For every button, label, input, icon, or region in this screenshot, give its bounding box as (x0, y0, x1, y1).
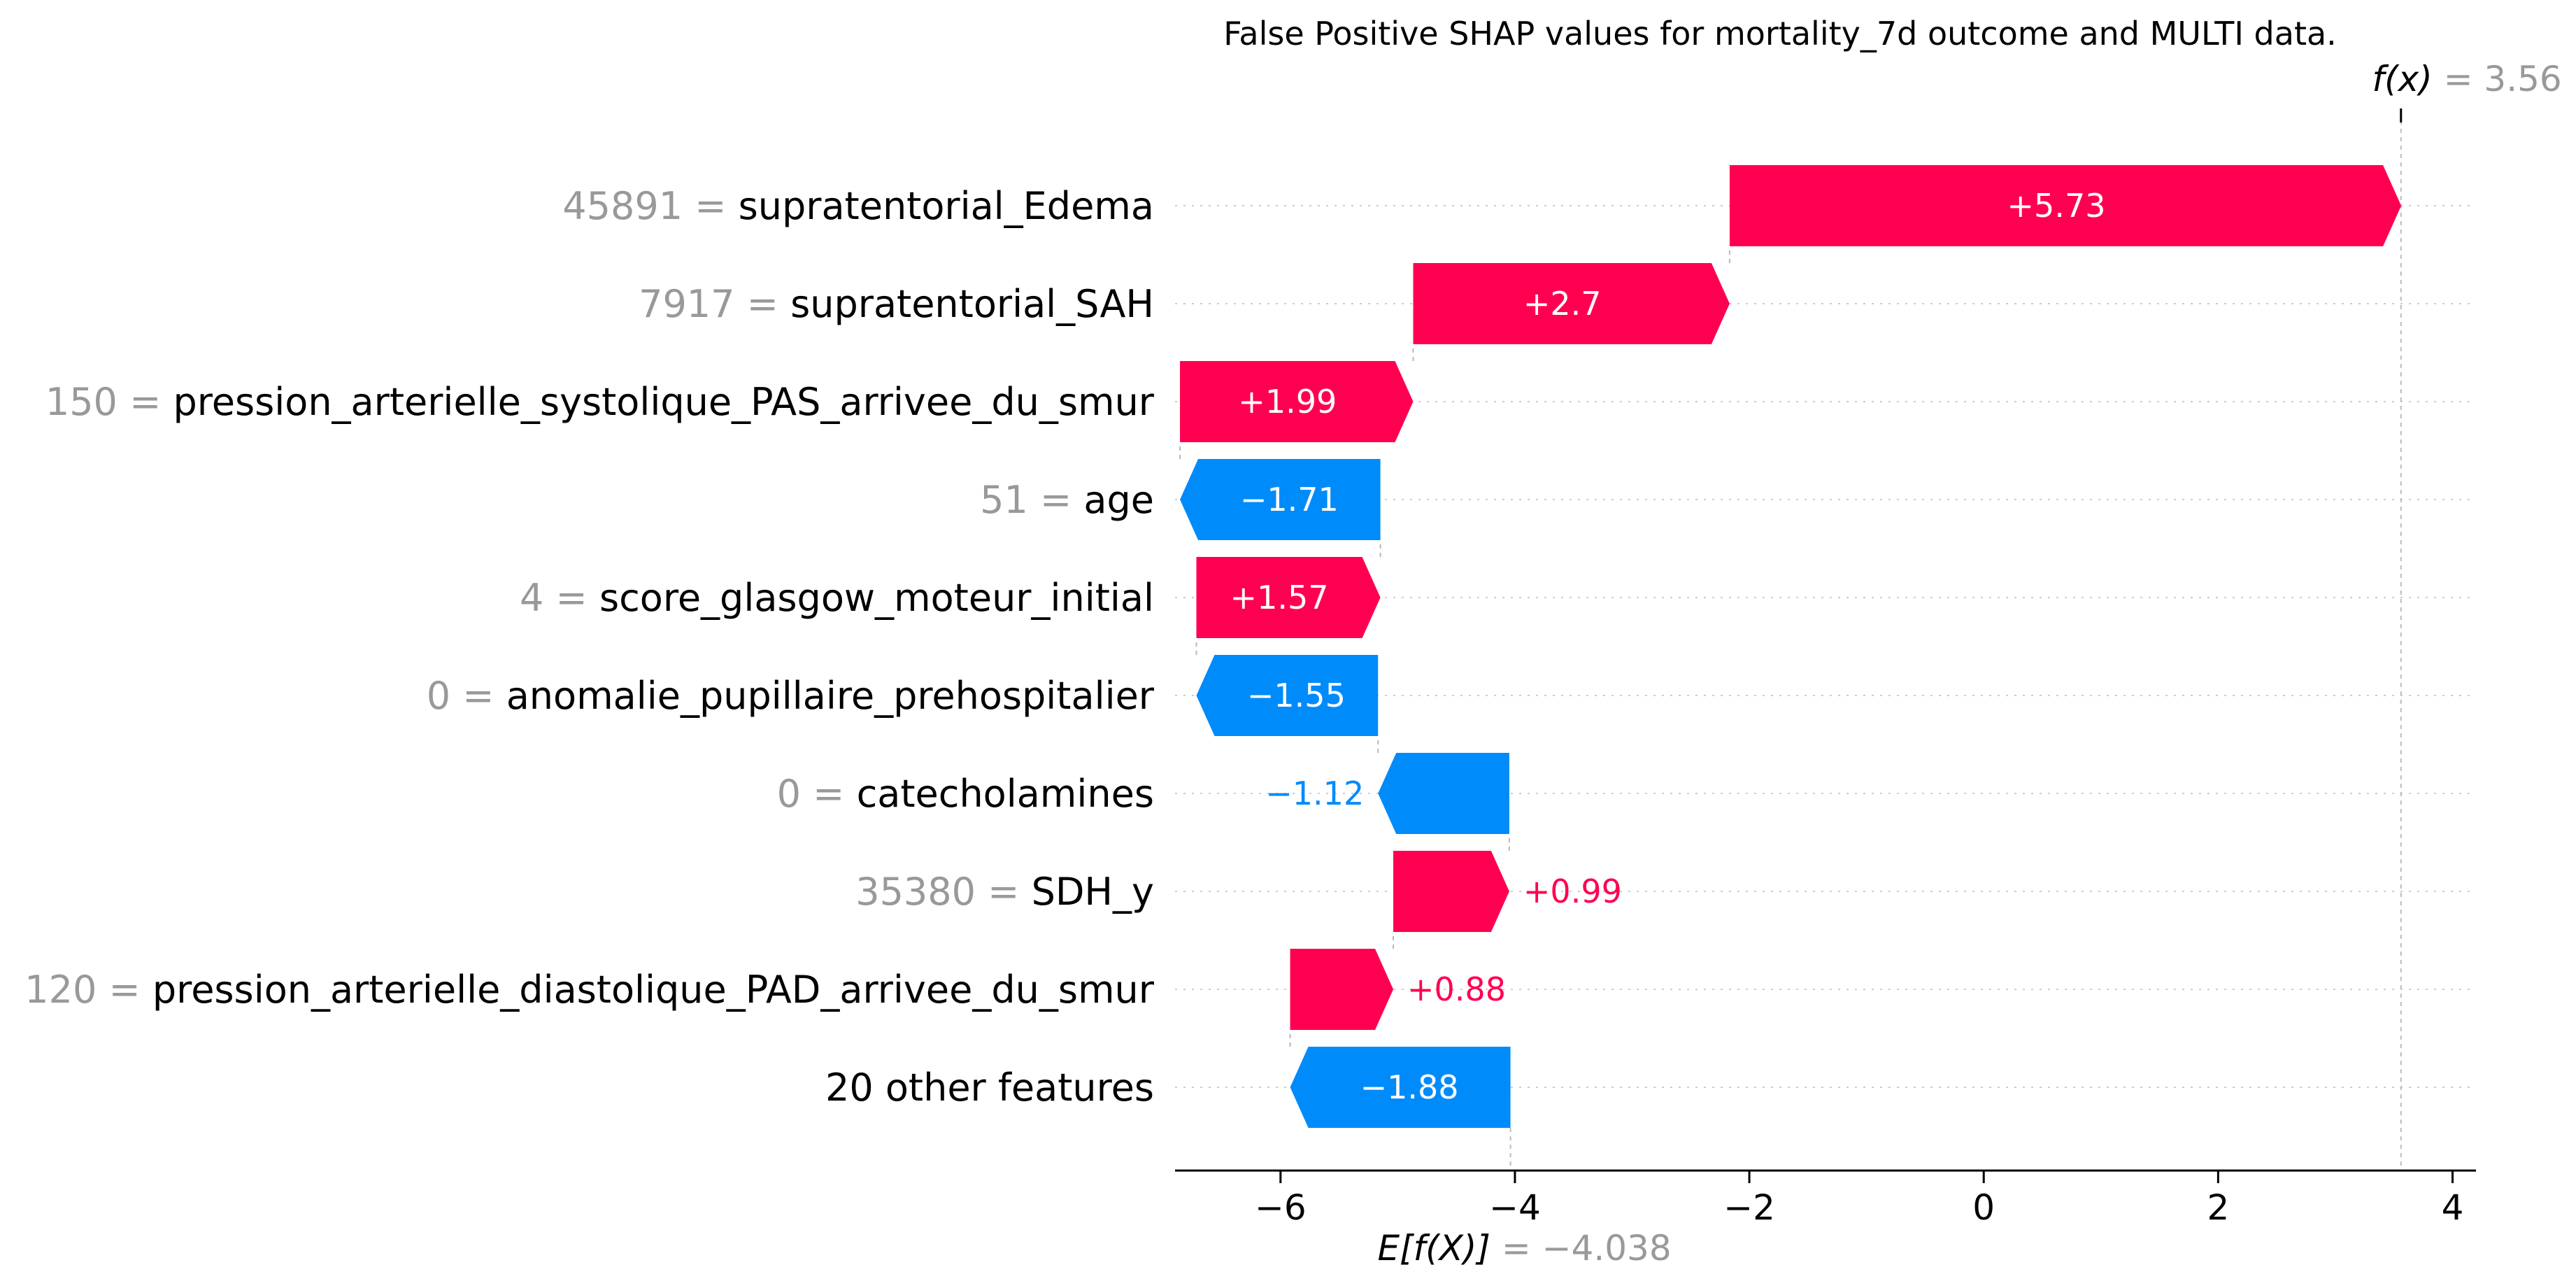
feature-value: 0 = (427, 674, 506, 718)
shap-bar-10 (1290, 1047, 1511, 1128)
shap-bar-7 (1378, 753, 1509, 834)
shap-bar-2 (1413, 263, 1730, 344)
shap-bar-6 (1196, 655, 1379, 736)
feature-value: 35380 = (855, 870, 1031, 914)
bar-value-label: −1.12 (1265, 775, 1364, 812)
x-tick-label: 4 (2442, 1187, 2464, 1228)
feature-value: 45891 = (562, 184, 738, 228)
bar-value-label: −1.55 (1247, 677, 1346, 714)
feature-label: 0 = anomalie_pupillaire_prehospitalier (427, 674, 1155, 718)
feature-name: anomalie_pupillaire_prehospitalier (506, 674, 1155, 718)
bar-value-label: +1.57 (1230, 579, 1329, 616)
feature-name: catecholamines (857, 772, 1154, 816)
shap-bar-5 (1196, 557, 1381, 638)
feature-name: 20 other features (825, 1066, 1154, 1110)
feature-name: pression_arterielle_diastolique_PAD_arri… (152, 968, 1155, 1012)
x-tick-label: 0 (1972, 1187, 1995, 1228)
guide-layer (1179, 108, 2403, 1171)
feature-value: 7917 = (639, 282, 790, 326)
chart-title: False Positive SHAP values for mortality… (1223, 15, 2337, 52)
feature-label: 51 = age (980, 478, 1154, 522)
feature-name: pression_arterielle_systolique_PAS_arriv… (173, 380, 1155, 424)
feature-label: 45891 = supratentorial_Edema (562, 184, 1154, 228)
shap-bar-3 (1180, 361, 1414, 442)
feature-value: 0 = (777, 772, 857, 816)
x-axis: −6 −4 −2 0 2 4 (1175, 1169, 2476, 1228)
feature-name: SDH_y (1032, 870, 1154, 914)
output-value-number: = 3.56 (2433, 59, 2562, 99)
feature-label: 35380 = SDH_y (855, 870, 1154, 914)
feature-label: 4 = score_glasgow_moteur_initial (520, 576, 1154, 620)
x-tick-label: −2 (1723, 1187, 1775, 1228)
feature-value: 51 = (980, 478, 1083, 522)
bar-value-label: +0.99 (1523, 872, 1622, 910)
x-tick-label: 2 (2207, 1187, 2229, 1228)
bar-value-label: +5.73 (2007, 187, 2106, 225)
shap-bar-1 (1729, 165, 2402, 246)
value-annotations: +5.73 +2.7 +1.99 −1.71 +1.57 −1.55 −1.12 +0.99 +… (1230, 59, 2562, 1269)
feature-value: 120 = (24, 968, 152, 1012)
bar-value-label: +1.99 (1238, 383, 1337, 421)
output-value-label: f(x) = 3.56 (2372, 59, 2562, 99)
feature-label: 20 other features (825, 1066, 1154, 1110)
bar-value-label: +2.7 (1523, 285, 1602, 323)
feature-label: 0 = catecholamines (777, 772, 1154, 816)
feature-labels: 45891 = supratentorial_Edema 7917 = supra… (24, 184, 1155, 1110)
feature-name: age (1083, 478, 1154, 522)
base-value-label: E[f(X)] = −4.038 (1377, 1228, 1671, 1269)
base-value-number: = −4.038 (1490, 1228, 1672, 1269)
feature-name: score_glasgow_moteur_initial (599, 576, 1154, 620)
shap-bar-9 (1290, 949, 1394, 1030)
feature-value: 150 = (45, 380, 173, 424)
feature-label: 7917 = supratentorial_SAH (639, 282, 1154, 326)
feature-label: 150 = pression_arterielle_systolique_PAS… (45, 380, 1155, 424)
feature-name: supratentorial_SAH (790, 282, 1154, 326)
shap-bar-8 (1393, 851, 1509, 932)
bar-value-label: −1.88 (1360, 1068, 1459, 1106)
bar-value-label: +0.88 (1407, 970, 1506, 1008)
feature-label: 120 = pression_arterielle_diastolique_PA… (24, 968, 1155, 1012)
x-tick-label: −4 (1489, 1187, 1541, 1228)
output-value-math: f(x) (2372, 59, 2433, 99)
bar-value-label: −1.71 (1240, 481, 1339, 518)
x-tick-label: −6 (1255, 1187, 1307, 1228)
feature-value: 4 = (520, 576, 599, 620)
feature-name: supratentorial_Edema (739, 184, 1154, 228)
shap-bar-4 (1180, 459, 1381, 540)
base-value-math: E[f(X)] (1377, 1228, 1490, 1269)
bar-layer (1180, 165, 2402, 1128)
